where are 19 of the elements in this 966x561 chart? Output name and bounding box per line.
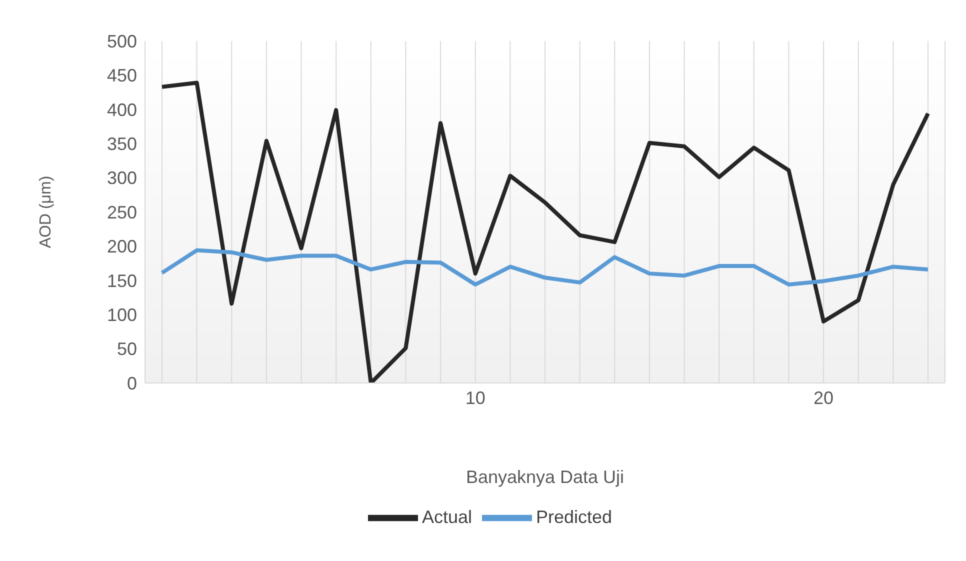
legend-label: Predicted <box>536 506 612 527</box>
y-tick-label: 100 <box>106 304 137 325</box>
x-tick-label: 20 <box>814 388 834 408</box>
legend-label: Actual <box>422 506 472 527</box>
y-tick-label: 200 <box>106 236 137 257</box>
x-axis-title: Banyaknya Data Uji <box>466 467 624 487</box>
y-tick-label: 250 <box>106 202 137 222</box>
y-tick-label: 450 <box>106 66 137 86</box>
y-tick-label: 150 <box>106 270 137 291</box>
y-tick-label: 500 <box>106 31 137 52</box>
y-tick-label: 0 <box>126 373 137 394</box>
line-series <box>160 248 930 287</box>
y-tick-label: 300 <box>106 168 137 188</box>
y-tick-label: 400 <box>106 100 137 120</box>
y-tick-label: 50 <box>116 339 137 360</box>
y-axis-title: AOD (μm) <box>38 176 55 248</box>
line-series <box>160 80 930 383</box>
x-tick-label: 10 <box>465 388 486 408</box>
y-tick-label: 350 <box>106 134 137 154</box>
